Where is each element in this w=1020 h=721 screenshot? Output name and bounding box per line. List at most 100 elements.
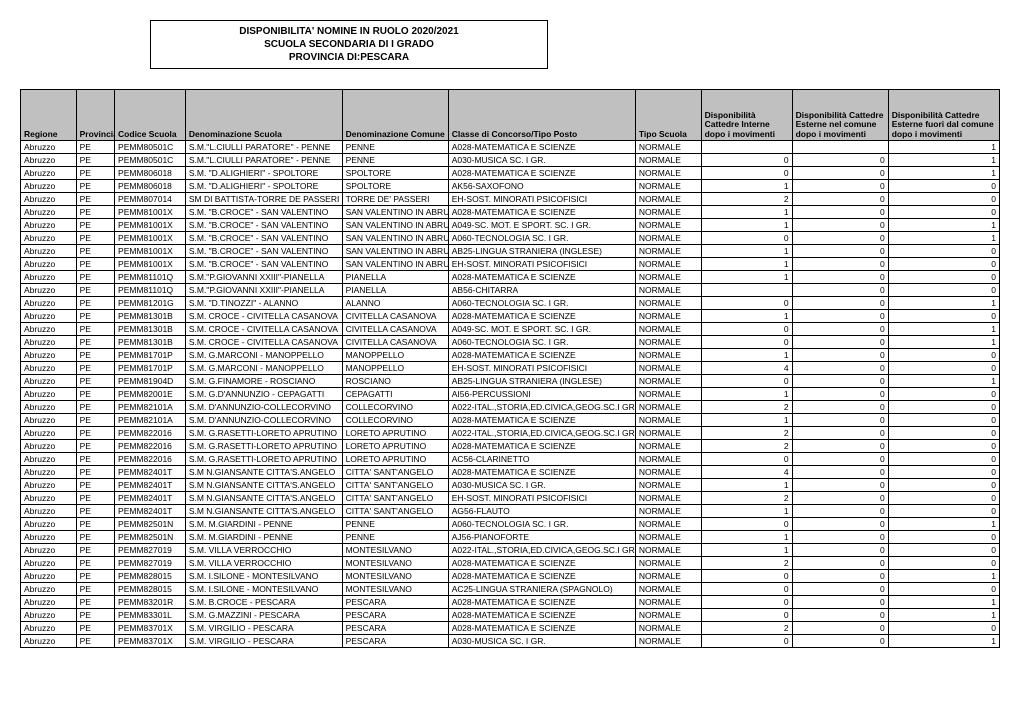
table-cell: 0 — [701, 635, 792, 648]
table-cell: 0 — [792, 271, 888, 284]
table-cell: Abruzzo — [21, 258, 77, 271]
table-cell: 0 — [701, 232, 792, 245]
table-cell: A028-MATEMATICA E SCIENZE — [448, 570, 635, 583]
table-cell: Abruzzo — [21, 505, 77, 518]
table-cell: A030-MUSICA SC. I GR. — [448, 154, 635, 167]
table-cell: Abruzzo — [21, 531, 77, 544]
table-cell: 0 — [701, 570, 792, 583]
table-cell: NORMALE — [635, 375, 701, 388]
table-cell: A028-MATEMATICA E SCIENZE — [448, 310, 635, 323]
table-cell: PESCARA — [342, 609, 448, 622]
table-cell: NORMALE — [635, 336, 701, 349]
table-cell: PE — [76, 518, 114, 531]
table-cell: PEMM81101Q — [115, 271, 186, 284]
table-cell: AB25-LINGUA STRANIERA (INGLESE) — [448, 375, 635, 388]
table-cell: 1 — [888, 167, 999, 180]
table-row: AbruzzoPEPEMM81101QS.M."P.GIOVANNI XXIII… — [21, 271, 1000, 284]
table-cell: 0 — [888, 544, 999, 557]
table-row: AbruzzoPEPEMM82401TS.M N.GIANSANTE CITTA… — [21, 505, 1000, 518]
table-cell: Abruzzo — [21, 401, 77, 414]
table-cell: 0 — [888, 258, 999, 271]
table-cell: 0 — [888, 622, 999, 635]
table-cell: A028-MATEMATICA E SCIENZE — [448, 609, 635, 622]
table-cell: 0 — [888, 271, 999, 284]
table-cell: NORMALE — [635, 167, 701, 180]
table-cell: 0 — [888, 284, 999, 297]
table-cell: 1 — [888, 518, 999, 531]
table-cell: 0 — [792, 557, 888, 570]
table-cell: NORMALE — [635, 323, 701, 336]
table-cell: PEMM828015 — [115, 583, 186, 596]
table-row: AbruzzoPEPEMM828015S.M. I.SILONE - MONTE… — [21, 583, 1000, 596]
table-cell: Abruzzo — [21, 141, 77, 154]
table-cell: PE — [76, 284, 114, 297]
table-cell: PE — [76, 609, 114, 622]
table-cell: PE — [76, 570, 114, 583]
table-cell: CITTA' SANT'ANGELO — [342, 466, 448, 479]
table-cell: 0 — [792, 375, 888, 388]
title-line-3: PROVINCIA DI:PESCARA — [159, 51, 539, 64]
table-cell: NORMALE — [635, 440, 701, 453]
table-cell: NORMALE — [635, 258, 701, 271]
table-row: AbruzzoPEPEMM83701XS.M. VIRGILIO - PESCA… — [21, 622, 1000, 635]
table-cell: S.M. VIRGILIO - PESCARA — [185, 635, 342, 648]
table-cell: 1 — [888, 336, 999, 349]
table-cell: NORMALE — [635, 141, 701, 154]
table-cell: S.M. D'ANNUNZIO-COLLECORVINO — [185, 401, 342, 414]
table-row: AbruzzoPEPEMM822016S.M. G.RASETTI-LORETO… — [21, 453, 1000, 466]
table-cell: 1 — [701, 219, 792, 232]
table-cell: A022-ITAL.,STORIA,ED.CIVICA,GEOG.SC.I GR — [448, 544, 635, 557]
table-cell: SAN VALENTINO IN ABRUZZO — [342, 219, 448, 232]
table-cell: S.M. G.MARCONI - MANOPPELLO — [185, 362, 342, 375]
table-cell: PEMM83201R — [115, 596, 186, 609]
table-cell: S.M. M.GIARDINI - PENNE — [185, 531, 342, 544]
table-cell: 0 — [701, 583, 792, 596]
table-cell: 0 — [792, 518, 888, 531]
table-cell: S.M. "B.CROCE" - SAN VALENTINO — [185, 258, 342, 271]
table-cell: S.M. G.MARCONI - MANOPPELLO — [185, 349, 342, 362]
table-cell: 1 — [888, 375, 999, 388]
col-comune: Denominazione Comune — [342, 90, 448, 141]
table-cell: PEMM827019 — [115, 544, 186, 557]
table-cell: 1 — [701, 414, 792, 427]
table-cell: 2 — [701, 427, 792, 440]
table-cell: 0 — [888, 401, 999, 414]
table-cell: S.M. CROCE - CIVITELLA CASANOVA — [185, 323, 342, 336]
table-cell: Abruzzo — [21, 544, 77, 557]
col-disp1: Disponibilità Cattedre Interne dopo i mo… — [701, 90, 792, 141]
table-cell: S.M."P.GIOVANNI XXIII"-PIANELLA — [185, 271, 342, 284]
table-cell: PE — [76, 206, 114, 219]
table-cell: 2 — [701, 622, 792, 635]
table-cell: S.M. G.FINAMORE - ROSCIANO — [185, 375, 342, 388]
col-classe: Classe di Concorso/Tipo Posto — [448, 90, 635, 141]
table-row: AbruzzoPEPEMM83701XS.M. VIRGILIO - PESCA… — [21, 635, 1000, 648]
table-cell: Abruzzo — [21, 427, 77, 440]
table-cell: 0 — [792, 609, 888, 622]
table-cell: PE — [76, 453, 114, 466]
table-cell: CIVITELLA CASANOVA — [342, 323, 448, 336]
table-cell: PEMM82401T — [115, 492, 186, 505]
table-cell: NORMALE — [635, 414, 701, 427]
table-cell: PEMM81301B — [115, 310, 186, 323]
table-cell: 4 — [701, 466, 792, 479]
table-row: AbruzzoPEPEMM82501NS.M. M.GIARDINI - PEN… — [21, 518, 1000, 531]
table-cell: PEMM83701X — [115, 622, 186, 635]
table-cell: 1 — [701, 258, 792, 271]
table-cell: Abruzzo — [21, 466, 77, 479]
table-cell: 1 — [701, 180, 792, 193]
table-cell: PEMM81101Q — [115, 284, 186, 297]
table-cell: ALANNO — [342, 297, 448, 310]
table-row: AbruzzoPEPEMM81001XS.M. "B.CROCE" - SAN … — [21, 258, 1000, 271]
table-cell: 0 — [792, 388, 888, 401]
table-cell: 0 — [792, 323, 888, 336]
table-cell: S.M. "D.TINOZZI" - ALANNO — [185, 297, 342, 310]
table-cell: PE — [76, 362, 114, 375]
table-cell: PESCARA — [342, 622, 448, 635]
table-cell: PE — [76, 193, 114, 206]
table-row: AbruzzoPEPEMM82001ES.M. G.D'ANNUNZIO - C… — [21, 388, 1000, 401]
table-cell: NORMALE — [635, 362, 701, 375]
table-cell: PE — [76, 505, 114, 518]
table-cell: S.M. "B.CROCE" - SAN VALENTINO — [185, 206, 342, 219]
table-cell: 0 — [792, 297, 888, 310]
table-cell: 1 — [701, 544, 792, 557]
